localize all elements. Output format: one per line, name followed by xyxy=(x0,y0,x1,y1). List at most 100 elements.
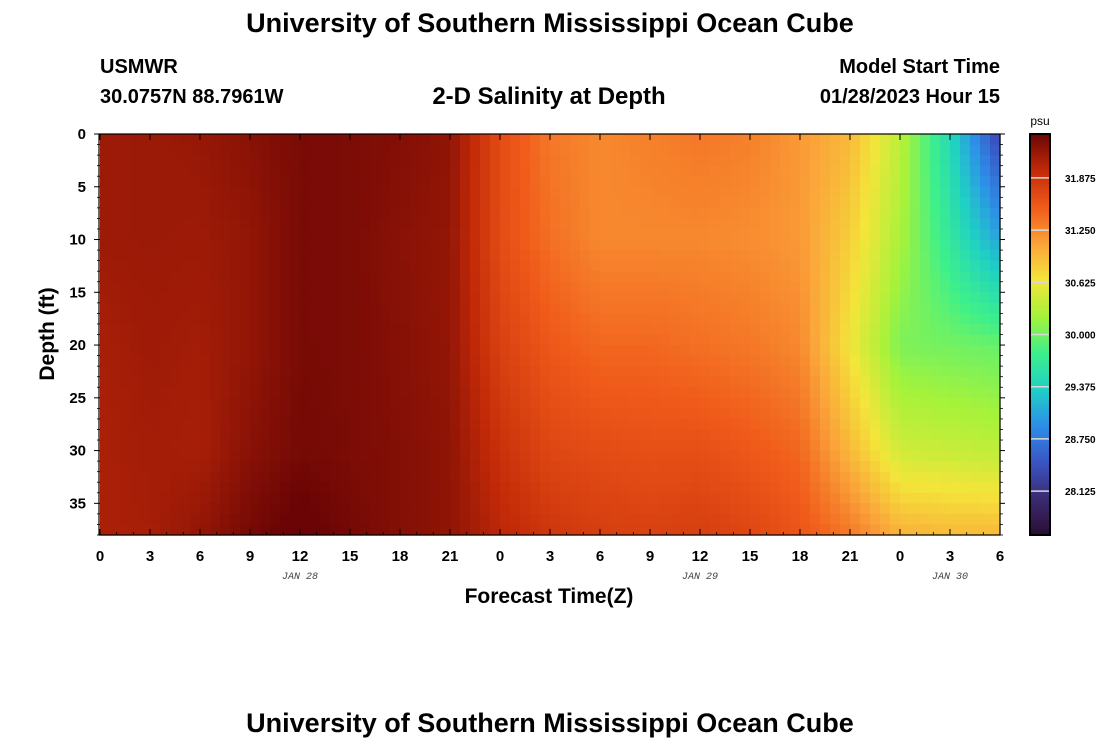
heatmap-cell xyxy=(710,482,721,494)
heatmap-cell xyxy=(180,408,191,420)
heatmap-cell xyxy=(800,165,811,177)
heatmap-cell xyxy=(860,440,871,452)
heatmap-cell xyxy=(140,155,151,167)
heatmap-cell xyxy=(420,250,431,262)
heatmap-cell xyxy=(990,186,1001,198)
heatmap-cell xyxy=(640,513,651,526)
heatmap-cell xyxy=(670,144,681,156)
heatmap-cell xyxy=(220,281,231,293)
heatmap-cell xyxy=(960,450,971,462)
heatmap-cell xyxy=(870,207,881,220)
heatmap-cell xyxy=(950,461,961,473)
heatmap-cell xyxy=(330,418,341,431)
heatmap-cell xyxy=(870,334,881,346)
heatmap-cell xyxy=(330,503,341,515)
heatmap-cell xyxy=(530,334,541,346)
heatmap-cell xyxy=(440,471,451,483)
heatmap-cell xyxy=(320,165,331,177)
heatmap-cell xyxy=(650,292,661,304)
heatmap-cell xyxy=(960,355,971,367)
heatmap-cell xyxy=(590,218,601,230)
heatmap-cell xyxy=(320,323,331,336)
heatmap-cell xyxy=(650,471,661,483)
heatmap-cell xyxy=(150,323,161,336)
heatmap-cell xyxy=(820,218,831,230)
heatmap-cell xyxy=(990,218,1001,230)
heatmap-cell xyxy=(960,482,971,494)
heatmap-cell xyxy=(710,408,721,420)
heatmap-cell xyxy=(140,482,151,494)
heatmap-cell xyxy=(770,471,781,483)
heatmap-cell xyxy=(700,482,711,494)
heatmap-cell xyxy=(560,450,571,462)
heatmap-cell xyxy=(570,313,581,325)
heatmap-cell xyxy=(570,271,581,283)
heatmap-cell xyxy=(480,387,491,399)
heatmap-cell xyxy=(880,345,891,357)
heatmap-cell xyxy=(640,239,651,251)
heatmap-cell xyxy=(270,366,281,378)
heatmap-cell xyxy=(370,482,381,494)
heatmap-cell xyxy=(960,218,971,230)
heatmap-cell xyxy=(550,492,561,504)
heatmap-cell xyxy=(900,429,911,441)
heatmap-cell xyxy=(700,260,711,272)
heatmap-cell xyxy=(710,397,721,409)
heatmap-cell xyxy=(240,207,251,220)
heatmap-cell xyxy=(610,239,621,251)
heatmap-cell xyxy=(600,228,611,241)
heatmap-cell xyxy=(610,155,621,167)
heatmap-cell xyxy=(560,250,571,262)
heatmap-cell xyxy=(910,197,921,209)
heatmap-cell xyxy=(480,313,491,325)
heatmap-cell xyxy=(310,355,321,367)
heatmap-cell xyxy=(260,461,271,473)
heatmap-cell xyxy=(300,482,311,494)
heatmap-cell xyxy=(570,292,581,304)
heatmap-cell xyxy=(640,387,651,399)
heatmap-cell xyxy=(660,313,671,325)
heatmap-cell xyxy=(320,218,331,230)
heatmap-cell xyxy=(280,323,291,336)
heatmap-cell xyxy=(420,334,431,346)
heatmap-cell xyxy=(990,155,1001,167)
heatmap-cell xyxy=(420,503,431,515)
heatmap-cell xyxy=(220,440,231,452)
heatmap-cell xyxy=(150,461,161,473)
heatmap-cell xyxy=(880,503,891,515)
heatmap-cell xyxy=(670,408,681,420)
heatmap-cell xyxy=(920,186,931,198)
heatmap-cell xyxy=(790,186,801,198)
heatmap-cell xyxy=(410,239,421,251)
heatmap-cell xyxy=(610,197,621,209)
heatmap-cell xyxy=(860,429,871,441)
heatmap-cell xyxy=(940,503,951,515)
heatmap-cell xyxy=(300,334,311,346)
heatmap-cell xyxy=(880,207,891,220)
heatmap-cell xyxy=(760,355,771,367)
heatmap-cell xyxy=(570,250,581,262)
heatmap-cell xyxy=(980,418,991,431)
heatmap-cell xyxy=(550,503,561,515)
heatmap-cell xyxy=(830,418,841,431)
heatmap-cell xyxy=(240,397,251,409)
heatmap-cell xyxy=(820,155,831,167)
heatmap-cell xyxy=(200,228,211,241)
heatmap-cell xyxy=(380,165,391,177)
heatmap-cell xyxy=(780,482,791,494)
heatmap-cell xyxy=(390,228,401,241)
heatmap-cell xyxy=(490,313,501,325)
heatmap-cell xyxy=(210,218,221,230)
heatmap-cell xyxy=(270,292,281,304)
heatmap-cell xyxy=(410,313,421,325)
heatmap-cell xyxy=(670,176,681,188)
heatmap-cell xyxy=(450,134,461,146)
heatmap-cell xyxy=(280,281,291,293)
heatmap-cell xyxy=(450,471,461,483)
heatmap-cell xyxy=(570,260,581,272)
heatmap-cell xyxy=(780,334,791,346)
heatmap-cell xyxy=(530,323,541,336)
heatmap-cell xyxy=(140,376,151,388)
heatmap-cell xyxy=(530,408,541,420)
heatmap-cell xyxy=(820,228,831,241)
